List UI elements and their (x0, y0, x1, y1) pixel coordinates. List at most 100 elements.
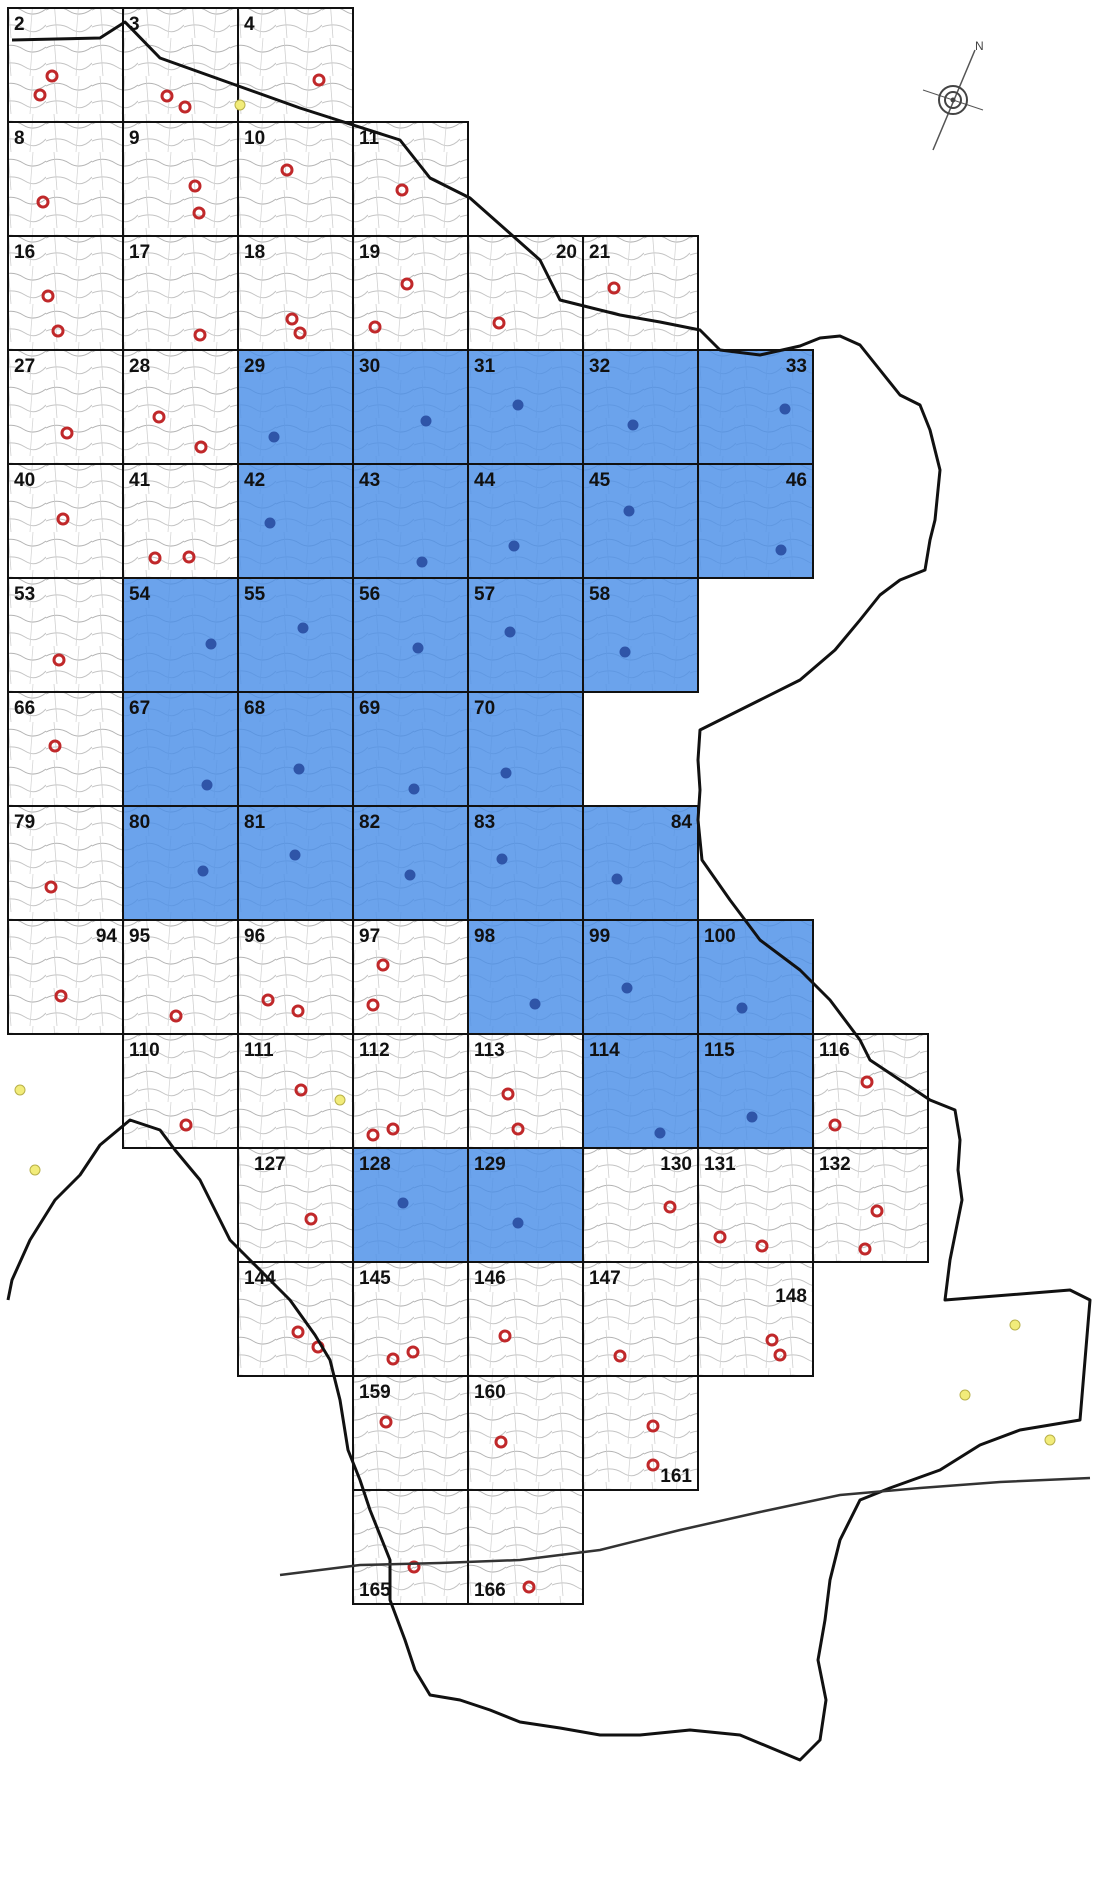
map-sheet-41[interactable]: 41 (122, 463, 239, 579)
map-sheet-68[interactable]: 68 (237, 691, 354, 807)
map-sheet-98[interactable]: 98 (467, 919, 584, 1035)
map-sheet-33[interactable]: 33 (697, 349, 814, 465)
map-sheet-30[interactable]: 30 (352, 349, 469, 465)
sheet-number-label: 44 (474, 470, 496, 491)
map-sheet-147[interactable]: 147 (582, 1261, 699, 1377)
sheet-number-label: 32 (589, 356, 610, 377)
site-marker-red (33, 88, 47, 102)
map-sheet-114[interactable]: 114 (582, 1033, 699, 1149)
map-sheet-148[interactable]: 148 (697, 1261, 814, 1377)
sheet-number-label: 31 (474, 356, 496, 377)
sheet-base-map (8, 692, 123, 806)
map-sheet-45[interactable]: 45 (582, 463, 699, 579)
site-marker-red (41, 289, 55, 303)
map-sheet-18[interactable]: 18 (237, 235, 354, 351)
map-sheet-44[interactable]: 44 (467, 463, 584, 579)
site-marker-yellow (29, 1164, 41, 1176)
map-sheet-94[interactable]: 94 (7, 919, 124, 1035)
sheet-number-label: 66 (14, 698, 35, 719)
site-marker-red (379, 1415, 393, 1429)
map-sheet-53[interactable]: 53 (7, 577, 124, 693)
map-sheet-17[interactable]: 17 (122, 235, 239, 351)
map-sheet-165[interactable]: 165 (352, 1489, 469, 1605)
map-sheet-84[interactable]: 84 (582, 805, 699, 921)
map-sheet-113[interactable]: 113 (467, 1033, 584, 1149)
map-sheet-19[interactable]: 19 (352, 235, 469, 351)
map-sheet-43[interactable]: 43 (352, 463, 469, 579)
sheet-base-map (238, 8, 353, 122)
sheet-number-label: 165 (359, 1580, 391, 1601)
map-sheet-160[interactable]: 160 (467, 1375, 584, 1491)
map-sheet-80[interactable]: 80 (122, 805, 239, 921)
sheet-number-label: 42 (244, 470, 265, 491)
sheet-base-map (238, 1148, 353, 1262)
map-sheet-20[interactable]: 20 (467, 235, 584, 351)
site-marker-blue (289, 849, 301, 861)
map-sheet-46[interactable]: 46 (697, 463, 814, 579)
site-marker-red (60, 426, 74, 440)
map-sheet-28[interactable]: 28 (122, 349, 239, 465)
site-marker-blue (297, 622, 309, 634)
map-sheet-54[interactable]: 54 (122, 577, 239, 693)
map-sheet-29[interactable]: 29 (237, 349, 354, 465)
sheet-number-label: 160 (474, 1382, 506, 1403)
map-sheet-144[interactable]: 144 (237, 1261, 354, 1377)
map-sheet-79[interactable]: 79 (7, 805, 124, 921)
map-sheet-40[interactable]: 40 (7, 463, 124, 579)
map-sheet-131[interactable]: 131 (697, 1147, 814, 1263)
map-sheet-112[interactable]: 112 (352, 1033, 469, 1149)
map-sheet-9[interactable]: 9 (122, 121, 239, 237)
map-sheet-11[interactable]: 11 (352, 121, 469, 237)
site-marker-red (366, 998, 380, 1012)
map-sheet-128[interactable]: 128 (352, 1147, 469, 1263)
map-sheet-83[interactable]: 83 (467, 805, 584, 921)
map-sheet-99[interactable]: 99 (582, 919, 699, 1035)
map-sheet-10[interactable]: 10 (237, 121, 354, 237)
map-sheet-31[interactable]: 31 (467, 349, 584, 465)
map-sheet-129[interactable]: 129 (467, 1147, 584, 1263)
survey-area-highlight (123, 578, 238, 692)
map-sheet-82[interactable]: 82 (352, 805, 469, 921)
map-sheet-159[interactable]: 159 (352, 1375, 469, 1491)
map-sheet-97[interactable]: 97 (352, 919, 469, 1035)
map-sheet-8[interactable]: 8 (7, 121, 124, 237)
map-sheet-146[interactable]: 146 (467, 1261, 584, 1377)
survey-area-highlight (698, 464, 813, 578)
sheet-number-label: 53 (14, 584, 35, 605)
map-sheet-16[interactable]: 16 (7, 235, 124, 351)
map-sheet-96[interactable]: 96 (237, 919, 354, 1035)
map-sheet-116[interactable]: 116 (812, 1033, 929, 1149)
map-sheet-130[interactable]: 130 (582, 1147, 699, 1263)
sheet-number-label: 55 (244, 584, 266, 605)
map-sheet-110[interactable]: 110 (122, 1033, 239, 1149)
map-sheet-69[interactable]: 69 (352, 691, 469, 807)
map-sheet-127[interactable]: 127 (237, 1147, 354, 1263)
map-sheet-161[interactable]: 161 (582, 1375, 699, 1491)
survey-area-highlight (698, 1034, 813, 1148)
map-sheet-132[interactable]: 132 (812, 1147, 929, 1263)
map-sheet-166[interactable]: 166 (467, 1489, 584, 1605)
site-marker-red (293, 326, 307, 340)
site-marker-red (860, 1075, 874, 1089)
sheet-number-label: 3 (129, 14, 140, 35)
map-sheet-55[interactable]: 55 (237, 577, 354, 693)
map-sheet-58[interactable]: 58 (582, 577, 699, 693)
map-sheet-42[interactable]: 42 (237, 463, 354, 579)
north-arrow-icon: N (922, 39, 984, 151)
sheet-base-map (353, 1376, 468, 1490)
map-sheet-95[interactable]: 95 (122, 919, 239, 1035)
map-sheet-56[interactable]: 56 (352, 577, 469, 693)
map-sheet-66[interactable]: 66 (7, 691, 124, 807)
map-sheet-115[interactable]: 115 (697, 1033, 814, 1149)
map-sheet-70[interactable]: 70 (467, 691, 584, 807)
map-sheet-32[interactable]: 32 (582, 349, 699, 465)
map-sheet-100[interactable]: 100 (697, 919, 814, 1035)
map-sheet-111[interactable]: 111 (237, 1033, 354, 1149)
map-sheet-27[interactable]: 27 (7, 349, 124, 465)
map-sheet-67[interactable]: 67 (122, 691, 239, 807)
map-sheet-57[interactable]: 57 (467, 577, 584, 693)
map-sheet-21[interactable]: 21 (582, 235, 699, 351)
map-sheet-145[interactable]: 145 (352, 1261, 469, 1377)
map-sheet-81[interactable]: 81 (237, 805, 354, 921)
map-sheet-2[interactable]: 2 (7, 7, 124, 123)
